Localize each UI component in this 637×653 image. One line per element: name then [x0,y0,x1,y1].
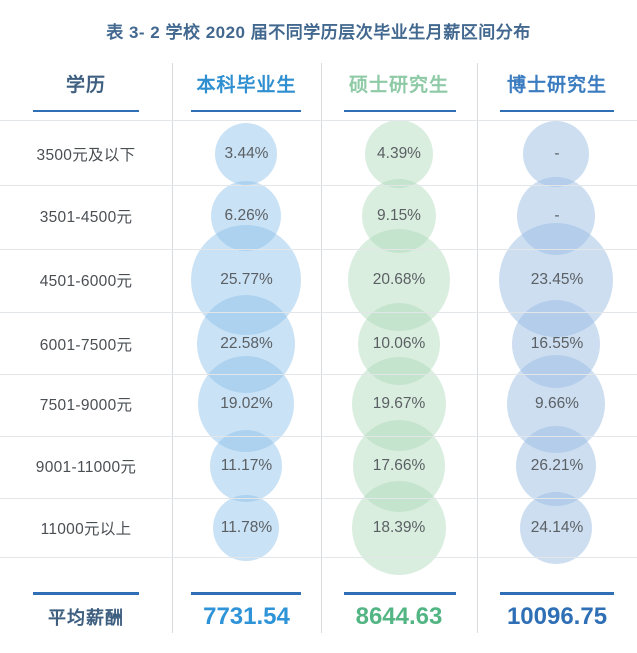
row-divider-5 [0,436,637,437]
row-divider-2 [0,249,637,250]
footer-avg-doctor: 10096.75 [506,603,608,630]
header-rule-bachelor [191,110,301,112]
column-divider-3 [477,63,478,633]
footer-rule-master [344,592,456,595]
header-degree: 学历 [65,75,106,96]
column-divider-1 [172,63,173,633]
footer-rule-bachelor [191,592,301,595]
row-divider-6 [0,498,637,499]
footer-rule-degree [33,592,139,595]
header-rule-degree [33,110,139,112]
row-divider-7 [0,557,637,558]
row-divider-1 [0,185,637,186]
page-title: 表 3- 2 学校 2020 届不同学历层次毕业生月薪区间分布 [106,23,531,42]
header-doctor: 博士研究生 [506,75,607,96]
row-divider-3 [0,312,637,313]
footer-avg-bachelor: 7731.54 [203,603,290,630]
header-rule-master [344,110,456,112]
header-bachelor: 本科毕业生 [196,75,297,96]
footer-avg-master: 8644.63 [355,603,443,630]
header-rule-doctor [500,110,614,112]
footer-rule-doctor [500,592,614,595]
row-divider-4 [0,374,637,375]
header-master: 硕士研究生 [348,75,449,96]
column-divider-2 [321,63,322,633]
row-divider-0 [0,120,637,121]
footer-label: 平均薪酬 [48,608,124,628]
